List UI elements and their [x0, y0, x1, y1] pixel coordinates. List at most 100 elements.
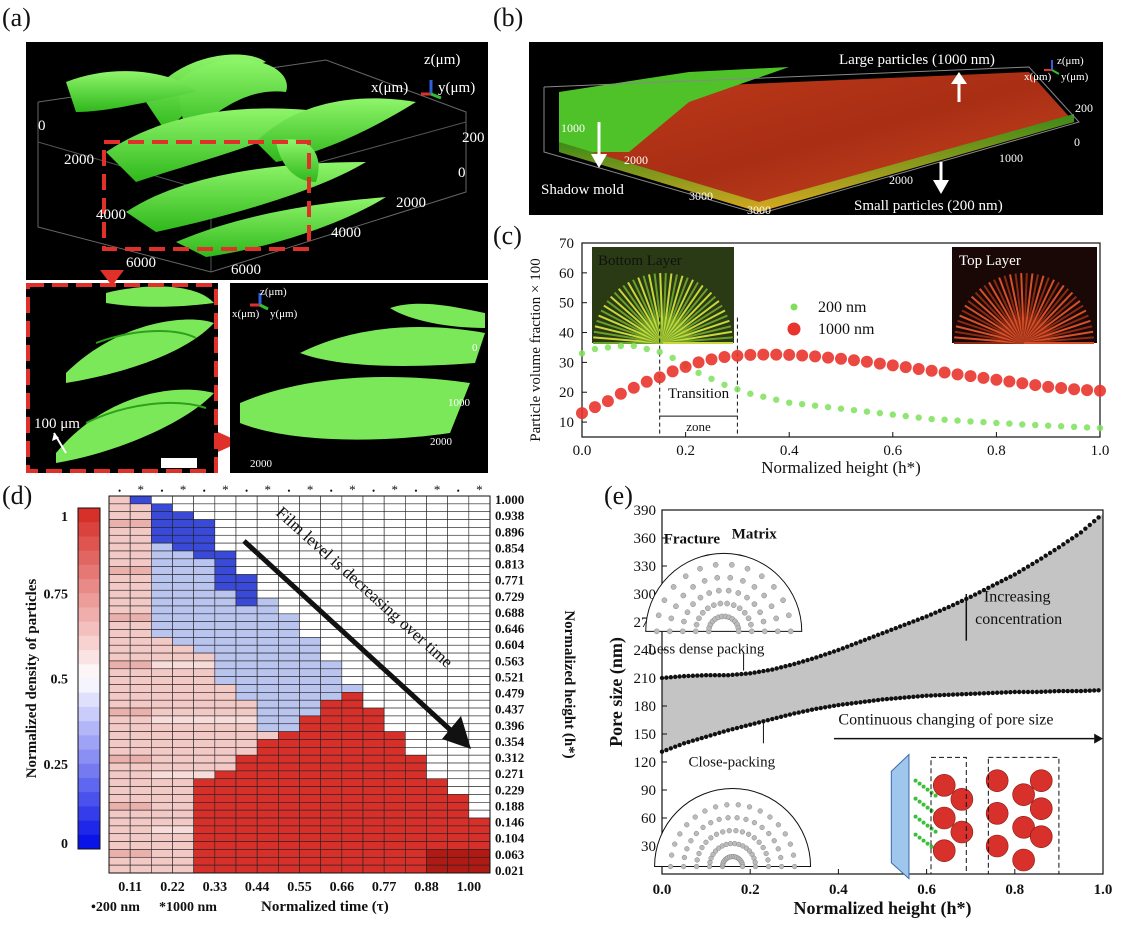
e-lower-point: [664, 747, 669, 753]
c-point-1000: [679, 360, 692, 373]
d-cell: [362, 841, 385, 850]
d-cell: [193, 692, 216, 701]
chart-c: Bottom Layer Top Layer 200 nm 1000 nm Transi…: [528, 236, 1109, 477]
d-cell: [320, 589, 343, 599]
d-cell: [129, 637, 152, 646]
panel-b-3d-render: Large particles (1000 nm) Small particle…: [529, 42, 1103, 215]
c-xtick-label: 0.2: [676, 443, 695, 459]
d-cell: [341, 692, 364, 701]
e-lower-point: [871, 698, 876, 703]
d-cell: [320, 802, 343, 811]
d-cell: [129, 550, 152, 560]
d-cell: [108, 762, 131, 772]
d-cell: [193, 644, 216, 654]
d-cell: [341, 542, 364, 552]
b-tick-3000b: 3000: [747, 203, 771, 215]
e-upper-point: [840, 646, 846, 651]
d-cell: [256, 574, 279, 583]
d-cell: [214, 786, 237, 795]
d-cell: [362, 864, 385, 874]
d-cell: [468, 802, 491, 811]
e-lower-point: [902, 695, 907, 700]
d-cell: [151, 527, 173, 536]
d-cell: [151, 652, 173, 662]
e-lower-point: [893, 696, 898, 701]
d-cell: [383, 739, 406, 748]
d-cell: [193, 864, 216, 874]
c-ytick-label: 30: [559, 355, 574, 371]
e-lower-point: [981, 691, 987, 696]
d-cell: [426, 582, 448, 591]
d-marker-1000: *: [222, 482, 229, 497]
c-point-200: [617, 342, 625, 350]
d-cell: [256, 786, 279, 795]
d-cell: [151, 668, 173, 677]
d-cell: [405, 527, 427, 536]
d-cell: [299, 574, 321, 583]
e-particle: [725, 815, 731, 821]
e-particle-box-1: [930, 756, 967, 875]
d-cell: [299, 613, 321, 622]
d-cell: [214, 825, 237, 835]
a-axis-x: x(μm): [371, 80, 408, 96]
d-colorbar-step: [78, 706, 100, 722]
d-cell: [299, 794, 321, 803]
d-cell: [235, 574, 258, 583]
d-ytick-label: 0.938: [495, 508, 525, 523]
d-colorbar-step: [78, 650, 100, 665]
e-particle: [708, 820, 714, 826]
d-cell: [108, 574, 131, 583]
c-point-200: [954, 417, 961, 424]
d-cell: [108, 558, 131, 567]
d-cell: [468, 833, 491, 842]
e-upper-point: [717, 673, 722, 678]
d-colorbar-step: [78, 607, 100, 623]
d-cell: [426, 613, 448, 622]
d-cell: [278, 723, 300, 732]
d-cell: [108, 644, 131, 654]
panel-a-inset-svg: z(μm) x(μm) y(μm) 0 1000 2000 2000: [232, 286, 485, 470]
d-cell: [108, 503, 131, 513]
e-lower-point: [690, 738, 696, 743]
d-cell: [383, 660, 406, 670]
d-cell: [299, 731, 321, 740]
d-cell: [172, 731, 194, 740]
d-cell: [129, 825, 152, 835]
d-cell: [151, 762, 173, 772]
d-cell: [362, 668, 385, 677]
e-particle: [765, 863, 772, 870]
d-cell: [172, 542, 194, 552]
e-large-particle: [1029, 825, 1053, 848]
d-cell: [341, 605, 364, 615]
d-cell: [129, 621, 152, 630]
d-ytick-label: 0.104: [495, 831, 525, 846]
d-cell: [256, 841, 279, 850]
d-cell: [278, 707, 300, 717]
d-ylabel: Normalized height (h*): [561, 610, 577, 758]
d-cell: [362, 684, 385, 693]
e-particle: [744, 594, 750, 601]
e-upper-point: [770, 667, 775, 672]
b-shadow-label: Shadow mold: [541, 182, 624, 198]
d-xtick-label: 0.66: [330, 880, 355, 895]
d-cell: [447, 676, 470, 685]
d-cell: [383, 582, 406, 591]
d-cell: [129, 503, 152, 513]
d-cell: [341, 754, 364, 764]
d-cell: [426, 856, 448, 866]
d-cell: [108, 652, 131, 662]
d-cell: [341, 495, 364, 505]
d-cell: [405, 825, 427, 835]
e-particle: [706, 590, 713, 596]
d-marker-1000: *: [307, 482, 314, 497]
b-tick-3000: 3000: [689, 189, 713, 203]
e-small-particle: [917, 817, 922, 822]
e-lower-point: [712, 731, 718, 737]
d-cell: [468, 550, 491, 560]
e-lower-point: [858, 700, 863, 705]
d-cell: [193, 597, 216, 607]
e-ytick-label: 360: [634, 531, 657, 547]
d-cell: [362, 731, 385, 740]
e-particle: [759, 573, 765, 579]
d-cell: [235, 802, 258, 811]
